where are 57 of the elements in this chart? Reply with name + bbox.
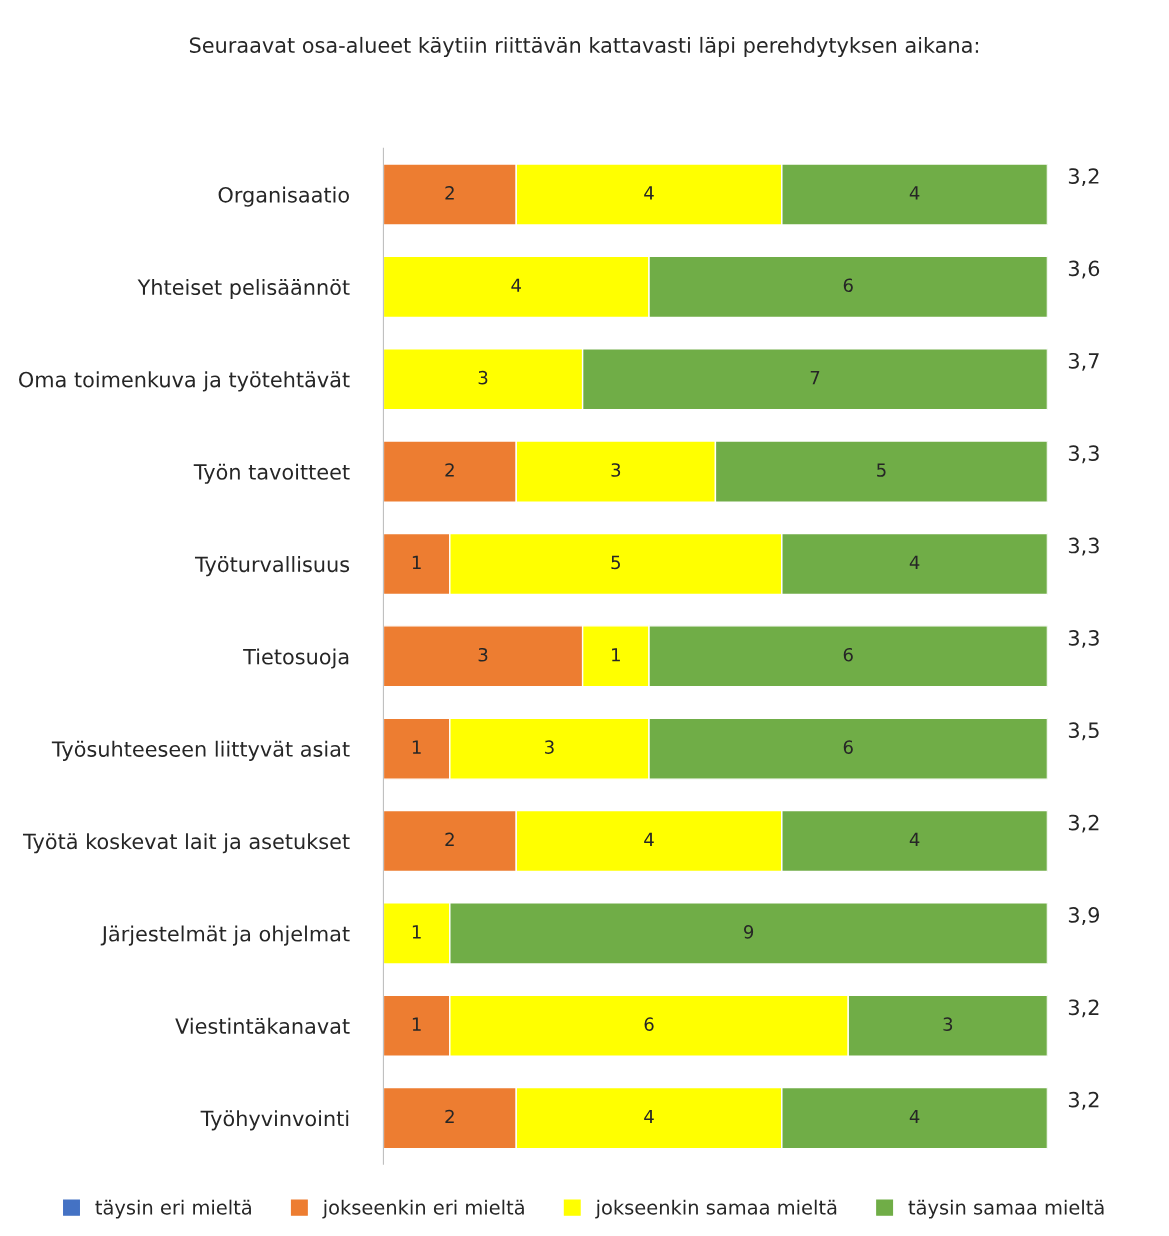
- y-tick-label: Työhyvinvointi: [200, 1110, 349, 1131]
- data-label: 9: [744, 924, 754, 939]
- data-label: 4: [909, 1109, 920, 1124]
- y-tick-label: Tietosuoja: [243, 648, 349, 669]
- y-tick-label: Työtä koskevat lait ja asetukset: [22, 833, 350, 854]
- data-label: 3: [478, 647, 488, 662]
- y-tick-label: Työsuhteeseen liittyvät asiat: [51, 740, 350, 761]
- legend-label: täysin samaa mieltä: [908, 1199, 1104, 1219]
- data-label: 4: [644, 186, 654, 200]
- data-label: 3: [545, 740, 554, 754]
- y-tick-label: Yhteiset pelisäännöt: [137, 278, 350, 300]
- data-label: 3: [943, 1017, 953, 1032]
- text: 3,2: [1068, 814, 1099, 833]
- data-label: 6: [644, 1017, 654, 1032]
- data-label: 4: [909, 555, 920, 569]
- text: 3,2: [1068, 999, 1099, 1018]
- y-tick-label: Työn tavoitteet: [193, 463, 350, 484]
- legend-label: jokseenkin samaa mieltä: [595, 1199, 837, 1219]
- data-label: 2: [445, 463, 454, 477]
- data-label: 4: [511, 278, 521, 292]
- data-label: 1: [612, 648, 620, 662]
- text: 3,2: [1068, 1091, 1099, 1110]
- text: 3,6: [1068, 260, 1100, 279]
- text: 3,3: [1068, 445, 1099, 464]
- y-tick-label: Järjestelmät ja ohjelmat: [100, 925, 350, 946]
- text: 3,7: [1068, 352, 1099, 371]
- y-tick-label: Työturvallisuus: [194, 556, 350, 577]
- y-tick-label: Viestintäkanavat: [175, 1017, 350, 1034]
- text: 3,5: [1068, 722, 1099, 741]
- data-label: 4: [909, 832, 920, 847]
- data-label: 2: [445, 186, 454, 200]
- data-label: 6: [843, 278, 853, 293]
- data-label: 4: [644, 1109, 654, 1124]
- data-label: 2: [445, 1109, 454, 1124]
- text: 3,3: [1068, 629, 1099, 648]
- y-tick-label: Organisaatio: [218, 186, 349, 207]
- data-label: 1: [412, 555, 421, 569]
- data-label: 6: [843, 740, 853, 754]
- chart-title: Seuraavat osa-alueet käytiin riittävän kattavasti läpi perehdytyksen aikana:: [189, 36, 979, 58]
- data-label: 1: [412, 740, 421, 754]
- legend-label: jokseenkin eri mieltä: [322, 1199, 524, 1219]
- text: 3,3: [1068, 537, 1099, 556]
- data-label: 6: [843, 647, 853, 662]
- text: 3,2: [1068, 168, 1099, 187]
- data-label: 1: [412, 925, 421, 939]
- data-label: 1: [412, 1017, 421, 1031]
- data-label: 5: [611, 555, 620, 570]
- y-tick-label: Oma toimenkuva ja työtehtävät: [19, 371, 350, 392]
- data-label: 5: [877, 463, 886, 477]
- data-label: 7: [810, 371, 820, 385]
- data-label: 4: [644, 832, 654, 847]
- text: 3,9: [1068, 907, 1100, 925]
- data-label: 4: [909, 186, 920, 200]
- data-label: 2: [445, 832, 454, 847]
- legend-label: täysin eri mieltä: [95, 1199, 251, 1219]
- data-label: 3: [478, 370, 488, 385]
- data-label: 3: [611, 463, 621, 477]
